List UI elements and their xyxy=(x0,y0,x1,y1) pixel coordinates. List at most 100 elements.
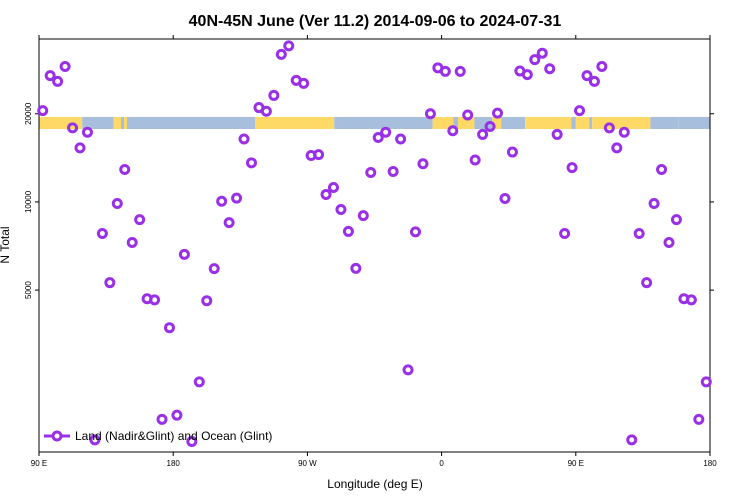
data-point xyxy=(462,109,474,121)
data-point xyxy=(603,122,615,134)
data-point xyxy=(492,107,504,119)
data-point xyxy=(74,142,86,154)
data-point xyxy=(693,413,705,425)
strip-segment-land xyxy=(39,116,83,129)
data-point xyxy=(119,164,131,176)
data-point xyxy=(89,434,101,446)
data-point xyxy=(588,75,600,87)
data-point xyxy=(395,133,407,145)
data-point xyxy=(111,197,123,209)
data-point xyxy=(618,126,630,138)
data-point xyxy=(529,54,541,66)
strip-segment-ocean xyxy=(126,116,256,129)
data-point xyxy=(260,105,272,117)
data-point xyxy=(387,166,399,178)
x-tick-label: 90 E xyxy=(31,459,47,468)
data-point xyxy=(223,217,235,229)
data-point xyxy=(454,65,466,77)
data-point xyxy=(320,189,332,201)
data-point xyxy=(551,128,563,140)
strip-segment-land xyxy=(592,116,651,129)
data-point xyxy=(626,434,638,446)
data-point xyxy=(275,48,287,60)
data-point xyxy=(544,63,556,75)
y-tick-label: 10000 xyxy=(24,190,33,213)
strip-segment-ocean xyxy=(501,116,526,129)
data-point xyxy=(685,294,697,306)
data-point xyxy=(641,277,653,289)
strip-segment-land xyxy=(255,116,335,129)
strip-segment-land xyxy=(123,116,127,129)
data-point xyxy=(37,105,49,117)
strip-segment-ocean xyxy=(571,116,576,129)
data-point xyxy=(313,149,325,161)
data-point xyxy=(506,146,518,158)
strip-segment-ocean xyxy=(334,116,433,129)
data-point xyxy=(372,131,384,143)
data-point xyxy=(231,192,243,204)
data-point xyxy=(193,376,205,388)
data-point xyxy=(447,125,459,137)
x-axis-label: Longitude (deg E) xyxy=(327,477,422,491)
data-point xyxy=(700,376,712,388)
strip-segment-land xyxy=(575,116,590,129)
data-point xyxy=(484,120,496,132)
strip-segment-ocean xyxy=(678,116,710,129)
data-point xyxy=(52,75,64,87)
data-point xyxy=(81,126,93,138)
data-points xyxy=(37,40,712,448)
x-tick-label: 180 xyxy=(703,459,717,468)
data-point xyxy=(104,277,116,289)
data-point xyxy=(611,142,623,154)
legend-label: Land (Nadir&Glint) and Ocean (Glint) xyxy=(75,429,272,443)
data-point xyxy=(44,70,56,82)
data-point xyxy=(596,61,608,73)
x-tick-label: 90 E xyxy=(568,459,584,468)
strip-segment-ocean xyxy=(453,116,459,129)
data-point xyxy=(156,413,168,425)
data-point xyxy=(163,322,175,334)
data-point xyxy=(96,228,108,240)
data-point xyxy=(134,214,146,226)
strip-segment-ocean xyxy=(121,116,124,129)
data-point xyxy=(410,226,422,238)
strip-segment-ocean xyxy=(650,116,679,129)
data-point xyxy=(335,204,347,216)
data-point xyxy=(574,105,586,117)
data-point xyxy=(201,295,213,307)
data-point xyxy=(469,154,481,166)
data-point xyxy=(171,409,183,421)
chart-title: 40N-45N June (Ver 11.2) 2014-09-06 to 20… xyxy=(189,13,562,30)
strip-segment-land xyxy=(113,116,122,129)
data-point xyxy=(566,162,578,174)
data-point xyxy=(670,214,682,226)
data-point xyxy=(357,210,369,222)
y-tick-label: 5000 xyxy=(24,281,33,299)
data-point xyxy=(663,236,675,248)
data-point xyxy=(633,228,645,240)
data-point xyxy=(521,69,533,81)
strip-segment-land xyxy=(525,116,572,129)
data-point xyxy=(59,61,71,73)
data-point xyxy=(178,248,190,260)
plot-frame xyxy=(38,38,711,453)
strip-segment-land xyxy=(432,116,454,129)
data-point xyxy=(216,195,228,207)
legend: Land (Nadir&Glint) and Ocean (Glint) xyxy=(44,429,272,443)
data-point xyxy=(417,158,429,170)
data-point xyxy=(536,47,548,59)
data-point xyxy=(439,65,451,77)
strip-segment-ocean xyxy=(82,116,114,129)
data-point xyxy=(186,436,198,448)
strip-segment-land xyxy=(458,116,475,129)
x-tick-label: 90 W xyxy=(298,459,317,468)
data-point xyxy=(402,364,414,376)
strip-segment-ocean xyxy=(474,116,493,129)
x-tick-label: 0 xyxy=(439,459,444,468)
data-point xyxy=(245,157,257,169)
data-point xyxy=(327,182,339,194)
data-point xyxy=(499,193,511,205)
data-point xyxy=(648,197,660,209)
data-point xyxy=(268,89,280,101)
